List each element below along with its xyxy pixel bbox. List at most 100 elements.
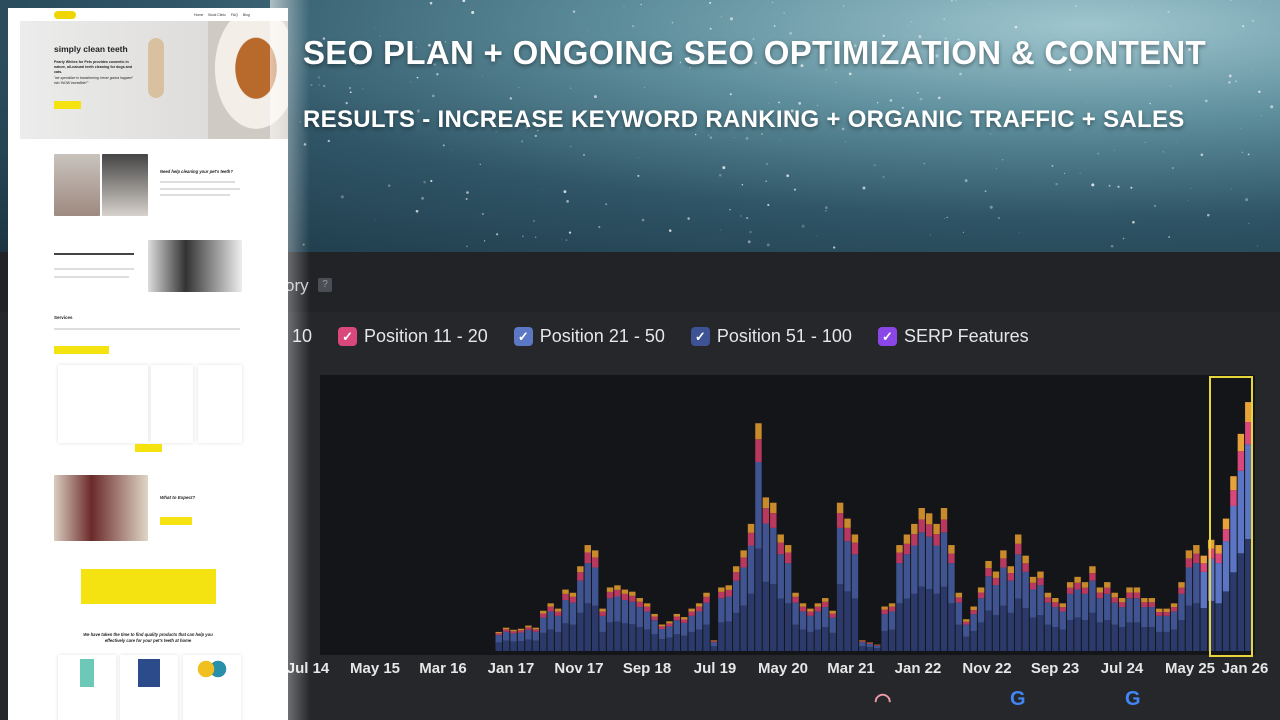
bar-segment (1059, 611, 1066, 630)
legend-label: Position 51 - 100 (716, 326, 852, 346)
bar-segment (673, 616, 681, 621)
bar-segment (1015, 554, 1022, 599)
star (668, 229, 672, 232)
star (915, 57, 919, 61)
bar-segment (925, 524, 933, 537)
star (950, 0, 953, 2)
checkbox-icon[interactable]: ✓ (877, 327, 897, 346)
legend-item[interactable]: ✓ Position 11 - 20 (338, 326, 488, 347)
legend-item[interactable]: ✓ Position 21 - 50 (513, 326, 665, 347)
bar-segment (1185, 567, 1193, 606)
bar-segment (859, 641, 866, 643)
bar-segment (1089, 566, 1096, 574)
star (729, 17, 734, 21)
star (984, 190, 987, 193)
bar-segment (1207, 539, 1215, 549)
bar-segment (814, 611, 822, 630)
text-line (54, 253, 134, 255)
star (620, 127, 622, 128)
bar-segment (688, 608, 695, 612)
bar-segment (1022, 608, 1029, 651)
expect-button[interactable] (160, 517, 192, 525)
bar-segment (747, 532, 755, 546)
bar-segment (762, 497, 770, 509)
star (959, 72, 962, 76)
bar-segment (732, 566, 740, 573)
bar-segment (747, 545, 755, 594)
checkbox-icon[interactable]: ✓ (338, 327, 358, 346)
bar-segment (792, 602, 799, 625)
star (746, 217, 749, 220)
book-button[interactable] (135, 444, 162, 452)
bar-segment (970, 606, 977, 611)
google-icon[interactable]: G (1125, 688, 1141, 710)
bar-segment (1222, 529, 1230, 542)
nav-item[interactable]: Blog (242, 13, 250, 17)
checkbox-icon[interactable]: ✓ (690, 327, 710, 346)
bar-segment (1178, 593, 1185, 621)
star (918, 35, 922, 39)
hero-cta-button[interactable] (54, 101, 81, 109)
bar-segment (1037, 577, 1044, 586)
services-button[interactable] (54, 346, 109, 354)
star (1228, 74, 1232, 78)
bar-segment (1245, 538, 1252, 651)
product-card (120, 655, 178, 720)
bar-segment (888, 629, 896, 651)
text-line (54, 276, 129, 278)
star (1113, 149, 1115, 151)
bar-segment (822, 627, 829, 651)
star (1258, 90, 1261, 94)
star (749, 56, 751, 59)
nav-item[interactable]: Book Clinic (208, 13, 226, 17)
star (1138, 124, 1141, 128)
star (641, 218, 645, 222)
star (1187, 199, 1189, 201)
star (783, 12, 785, 14)
bar-segment (502, 627, 510, 630)
star (800, 64, 804, 68)
star (588, 249, 589, 250)
star (824, 206, 828, 210)
bar-segment (1118, 607, 1126, 628)
bar-segment (1111, 602, 1118, 625)
bar-segment (1156, 608, 1163, 613)
nav-item[interactable]: Home (194, 13, 204, 17)
legend-item[interactable]: ✓ SERP Features (877, 326, 1029, 347)
checkbox-icon[interactable]: ✓ (513, 327, 533, 346)
bar-segment (784, 563, 792, 604)
help-icon[interactable]: ? (318, 278, 332, 292)
star (909, 62, 911, 65)
star (354, 63, 357, 66)
bar-segment (591, 605, 599, 651)
bar-segment (695, 611, 703, 630)
rainbow-icon[interactable]: ◠ (874, 690, 892, 712)
bar-segment (740, 605, 747, 651)
star (1256, 245, 1259, 247)
bar-segment (1111, 592, 1118, 598)
star (368, 39, 370, 41)
star (1074, 33, 1076, 35)
bar-segment (1074, 617, 1081, 651)
bar-segment (1245, 421, 1252, 445)
bar-segment (681, 622, 688, 636)
bar-segment (532, 640, 540, 651)
bar-segment (732, 612, 740, 651)
nav-item[interactable]: FAQ (230, 13, 238, 17)
bar-segment (703, 624, 710, 651)
bar-segment (911, 523, 918, 535)
bar-segment (636, 598, 643, 602)
bar-segment (784, 603, 792, 651)
bar-segment (1059, 607, 1066, 612)
star (1230, 0, 1232, 2)
bar-segment (1059, 603, 1066, 608)
bar-segment (562, 623, 569, 651)
star (957, 38, 960, 41)
google-icon[interactable]: G (1010, 688, 1026, 710)
bar-segment (970, 630, 977, 651)
star (768, 103, 769, 104)
bar-segment (770, 513, 777, 528)
legend-item[interactable]: ✓ Position 51 - 100 (690, 326, 852, 347)
bar-segment (1207, 548, 1215, 559)
star (688, 66, 692, 69)
